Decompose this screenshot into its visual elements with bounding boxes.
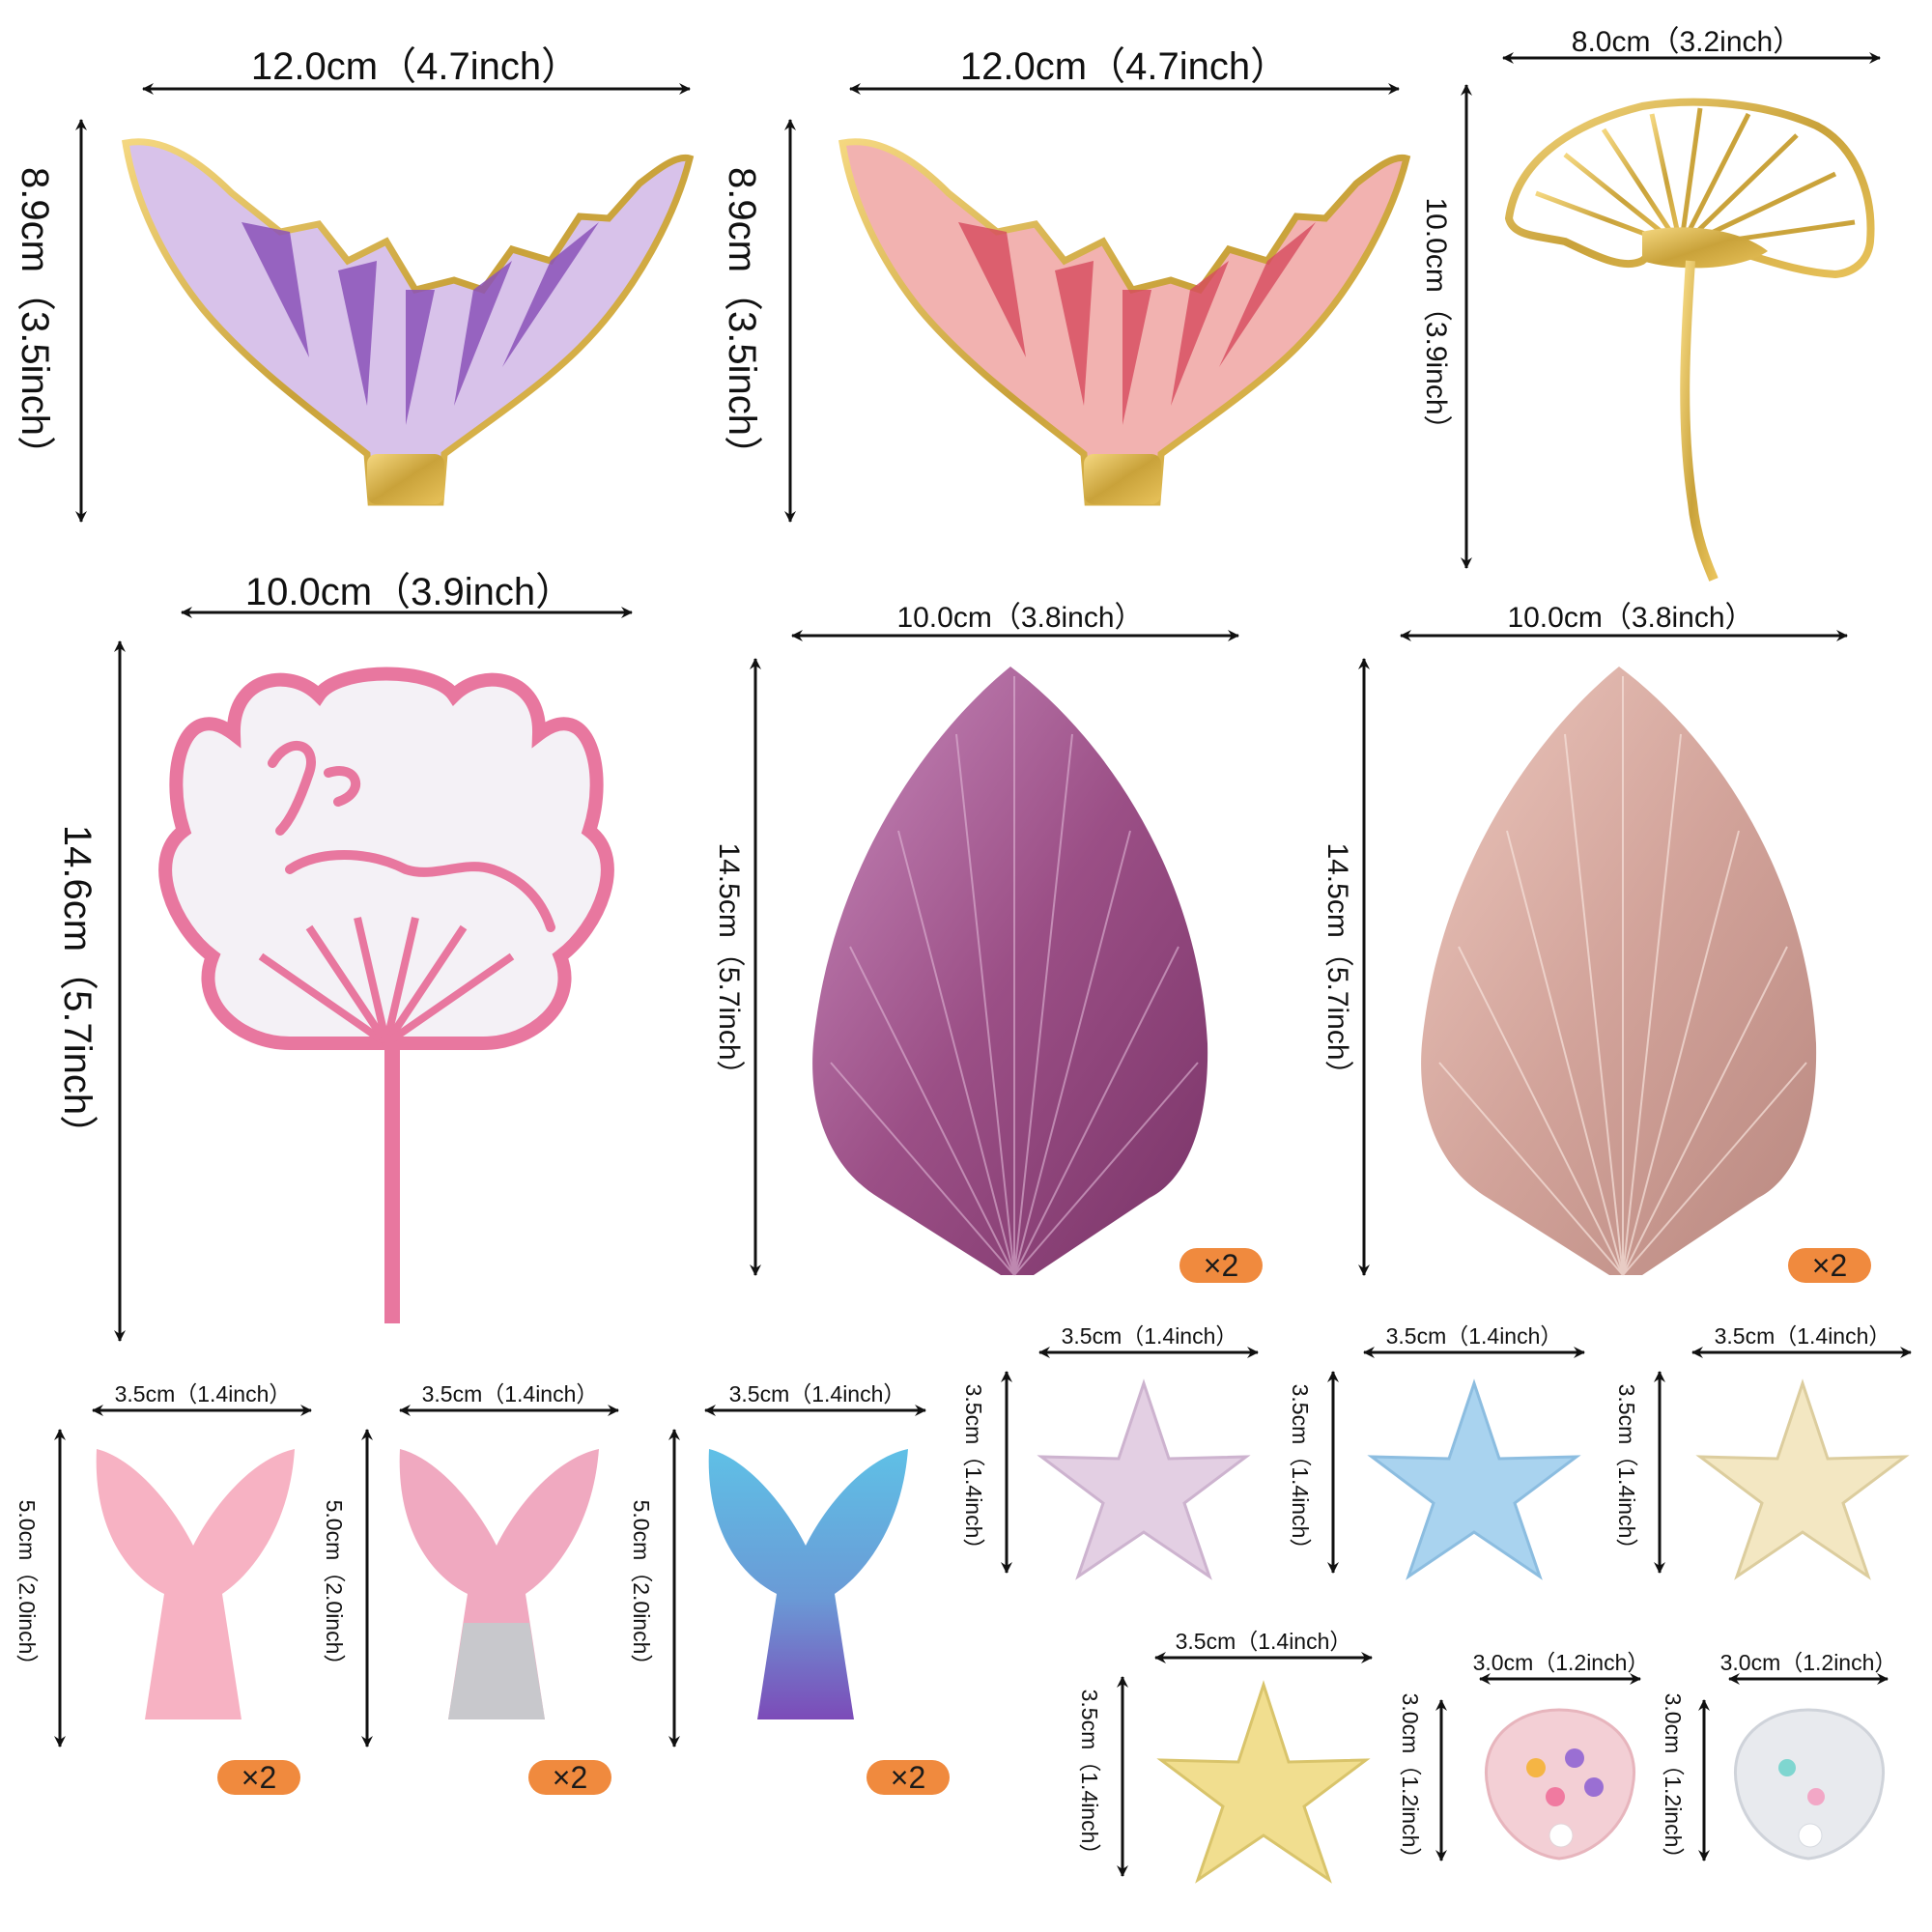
mini-blue-body (708, 1449, 908, 1719)
fan-pink-width-label: 10.0cm（3.8inch） (1507, 602, 1754, 634)
fan-purple-pleats (830, 676, 1199, 1276)
ginkgo-width-label: 8.0cm（3.2inch） (1571, 26, 1803, 58)
mini-blue-height-label: 5.0cm（2.0inch） (629, 1499, 654, 1677)
purple-tail-stripes (242, 222, 599, 425)
star-lilac-body (1037, 1378, 1251, 1580)
mini-silver-width-label: 3.5cm（1.4inch） (421, 1381, 599, 1406)
shell-clear-width-label: 3.0cm（1.2inch） (1719, 1650, 1897, 1675)
mini-tail-silver (399, 1449, 599, 1719)
mini-tail-blue (708, 1449, 908, 1719)
fan-pink-height-label: 14.5cm（5.7inch） (1321, 842, 1353, 1090)
purple-paper-fan (812, 667, 1208, 1276)
fan-purple-width-label: 10.0cm（3.8inch） (896, 602, 1144, 634)
ginkgo-stem (1680, 260, 1719, 582)
purple-tail-width-label: 12.0cm（4.7inch） (250, 45, 581, 88)
quantity-badge-pink-fan: ×2 (1788, 1248, 1871, 1283)
mini-blue-width-label: 3.5cm（1.4inch） (728, 1381, 906, 1406)
star-cream-body (1695, 1378, 1910, 1580)
gold-ginkgo-leaf (1504, 98, 1875, 582)
shell-clear-height-label: 3.0cm（1.2inch） (1661, 1692, 1686, 1870)
star-lilac-width-label: 3.5cm（1.4inch） (1061, 1323, 1238, 1349)
mini-pink-width-label: 3.5cm（1.4inch） (114, 1381, 292, 1406)
fan-purple-body (812, 667, 1208, 1275)
quantity-badge-purple-fan: ×2 (1179, 1248, 1263, 1283)
starfish-yellow (1156, 1680, 1371, 1884)
shell-pink-height-label: 3.0cm（1.2inch） (1398, 1692, 1423, 1870)
quantity-badge-mini-pink: ×2 (217, 1760, 300, 1795)
topper-width-label: 10.0cm（3.9inch） (244, 571, 575, 613)
quantity-badge-mini-blue: ×2 (867, 1760, 950, 1795)
star-blue-height-label: 3.5cm（1.4inch） (1288, 1383, 1313, 1561)
happy-birthday-shell-topper (158, 667, 614, 1323)
mini-pink-height-label: 5.0cm（2.0inch） (14, 1499, 40, 1677)
shell-pink-body (1485, 1708, 1635, 1861)
shell-clear-body (1734, 1708, 1885, 1861)
shell-pink-width-label: 3.0cm（1.2inch） (1472, 1650, 1650, 1675)
fan-purple-height-label: 14.5cm（5.7inch） (713, 842, 745, 1090)
pink-tail-width-label: 12.0cm（4.7inch） (959, 45, 1290, 88)
mini-silver-top (399, 1449, 599, 1719)
shell-pink (1485, 1708, 1635, 1861)
topper-ribs (258, 917, 515, 1047)
pink-mermaid-tail (838, 138, 1411, 506)
star-cream-width-label: 3.5cm（1.4inch） (1714, 1323, 1891, 1349)
pink-tail-base (1084, 454, 1161, 504)
shell-clear (1734, 1708, 1885, 1861)
fan-pink-pleats (1438, 676, 1807, 1276)
topper-stick (384, 1043, 400, 1323)
mini-pink-body (96, 1449, 295, 1719)
star-cream-height-label: 3.5cm（1.4inch） (1614, 1383, 1639, 1561)
star-lilac-height-label: 3.5cm（1.4inch） (961, 1383, 986, 1561)
starfish-cream (1695, 1378, 1910, 1580)
star-blue-width-label: 3.5cm（1.4inch） (1385, 1323, 1563, 1349)
pink-tail-stripes (958, 222, 1316, 425)
fan-pink-body (1421, 667, 1817, 1275)
mini-silver-sequins (448, 1623, 545, 1719)
ginkgo-outline (1504, 98, 1875, 279)
pink-paper-fan (1421, 667, 1817, 1276)
purple-mermaid-tail (122, 138, 695, 506)
star-yellow-height-label: 3.5cm（1.4inch） (1077, 1689, 1102, 1866)
star-yellow-body (1156, 1680, 1371, 1884)
ginkgo-center (1642, 227, 1768, 269)
starfish-lilac (1037, 1378, 1251, 1580)
mini-silver-height-label: 5.0cm（2.0inch） (322, 1499, 347, 1677)
purple-tail-base (367, 454, 444, 504)
mini-tail-pink (96, 1449, 295, 1719)
star-blue-body (1367, 1378, 1581, 1580)
ginkgo-height-label: 10.0cm（3.9inch） (1420, 197, 1452, 444)
topper-height-label: 14.6cm（5.7inch） (56, 824, 99, 1154)
dimension-lines (54, 52, 1912, 1877)
topper-script-lettering (268, 740, 555, 932)
pink-tail-height-label: 8.9cm（3.5inch） (721, 167, 763, 474)
starfish-blue (1367, 1378, 1581, 1580)
star-yellow-width-label: 3.5cm（1.4inch） (1175, 1629, 1352, 1654)
quantity-badge-mini-silver: ×2 (528, 1760, 611, 1795)
purple-tail-height-label: 8.9cm（3.5inch） (14, 167, 56, 474)
